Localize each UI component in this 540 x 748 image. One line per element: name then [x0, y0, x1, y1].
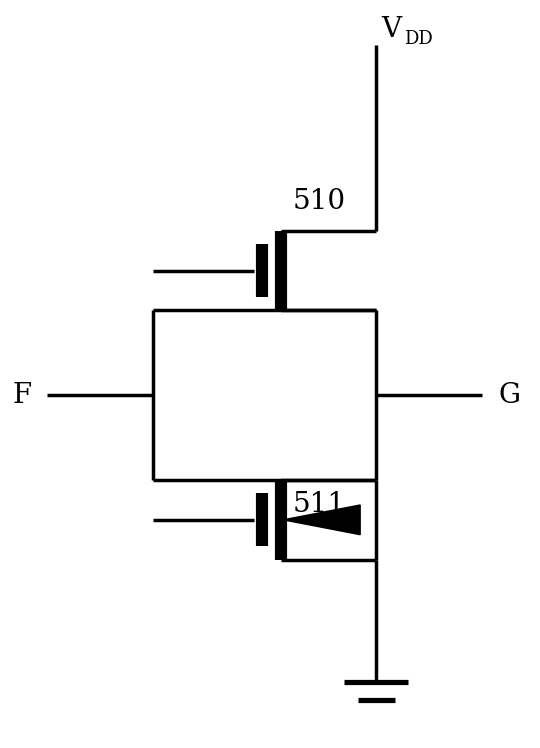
- Text: 511: 511: [293, 491, 346, 518]
- Text: V: V: [381, 16, 402, 43]
- Text: F: F: [12, 381, 31, 408]
- Polygon shape: [284, 505, 360, 535]
- Text: G: G: [498, 381, 520, 408]
- Text: 510: 510: [293, 188, 346, 215]
- Polygon shape: [278, 256, 281, 286]
- Text: DD: DD: [403, 30, 433, 48]
